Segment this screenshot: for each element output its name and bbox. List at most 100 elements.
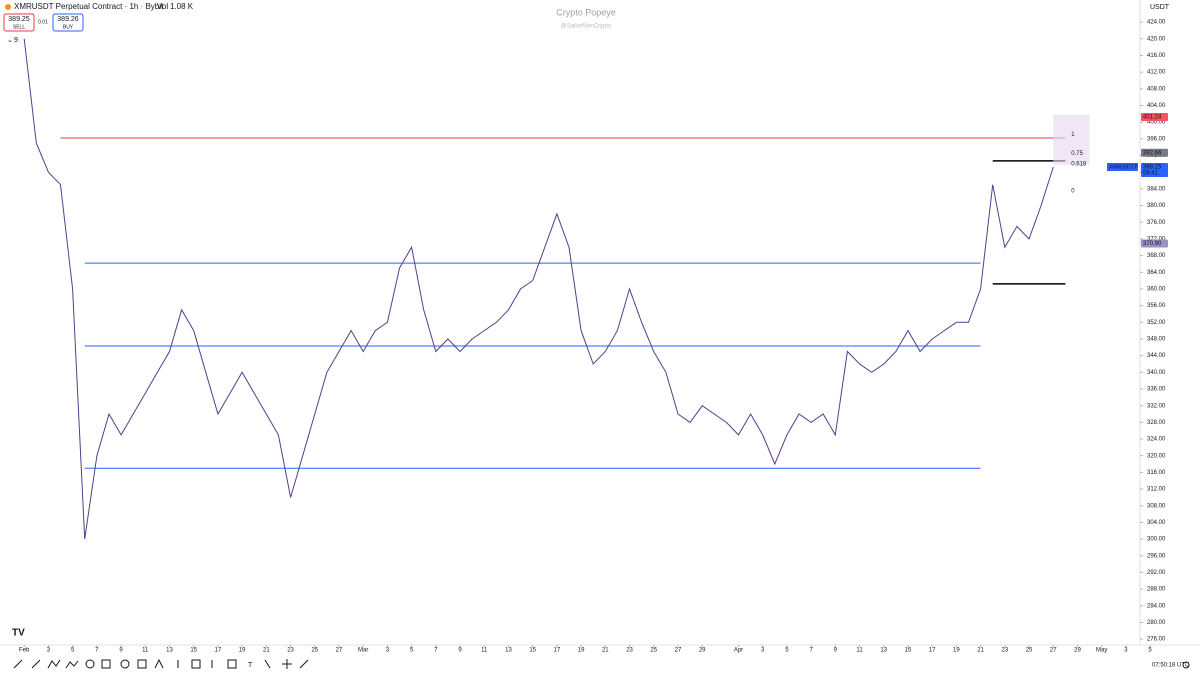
price-tag-label: 370.90	[1143, 241, 1162, 247]
spread: 0.01	[38, 19, 48, 25]
buy-price: 389.26	[57, 16, 79, 23]
price-tag	[1141, 239, 1168, 248]
x-tick-label: 23	[626, 648, 633, 654]
y-tick-label: 348.00	[1147, 337, 1166, 343]
x-tick-label: 17	[554, 648, 561, 654]
y-tick-label: 376.00	[1147, 220, 1166, 226]
sell-label: SELL	[13, 24, 25, 30]
x-tick-label: 19	[239, 648, 246, 654]
sell-button[interactable]	[3, 13, 35, 32]
y-tick-label: 380.00	[1147, 203, 1166, 209]
y-tick-label: 300.00	[1147, 537, 1166, 543]
toolbar	[0, 655, 1200, 675]
price-tag	[1141, 148, 1168, 157]
y-tick-label: 344.00	[1147, 353, 1166, 359]
y-tick-label: 416.00	[1147, 53, 1166, 59]
x-tick-label: 29	[1074, 648, 1081, 654]
x-tick-label: 17	[215, 648, 222, 654]
x-tick-label: 13	[880, 648, 887, 654]
y-tick-label: 404.00	[1147, 103, 1166, 109]
y-tick-label: 372.00	[1147, 236, 1166, 242]
x-tick-label: 7	[434, 648, 438, 654]
x-tick-label: 3	[386, 648, 390, 654]
y-tick-label: 280.00	[1147, 620, 1166, 626]
indicators-toggle[interactable]: ⌄	[7, 37, 13, 44]
x-tick-label: 9	[119, 648, 123, 654]
x-tick-label: 13	[166, 648, 173, 654]
y-tick-label: 360.00	[1147, 287, 1166, 293]
x-tick-label: 19	[953, 648, 960, 654]
x-tick-label: 27	[675, 648, 682, 654]
settings-icon[interactable]	[1182, 661, 1190, 669]
price-line	[23, 38, 1054, 540]
x-tick-label: 5	[410, 648, 414, 654]
symbol-tag-label: XMRUSDT.P	[1109, 164, 1139, 170]
y-tick-label: 352.00	[1147, 320, 1166, 326]
x-tick-label: 25	[311, 648, 318, 654]
x-tick-label: 25	[650, 648, 657, 654]
fib-label: 0.75	[1071, 151, 1083, 157]
x-tick-label: 5	[1148, 648, 1152, 654]
price-tag-label: 392.66	[1143, 150, 1162, 156]
x-tick-label: 27	[336, 648, 343, 654]
y-tick-label: 316.00	[1147, 470, 1166, 476]
y-tick-label: 396.00	[1147, 136, 1166, 142]
x-tick-label: 21	[977, 648, 984, 654]
symbol-tag	[1107, 162, 1138, 171]
x-tick-label: Apr	[734, 648, 743, 654]
buy-button[interactable]	[52, 13, 84, 32]
fib-label: 0.618	[1071, 161, 1087, 167]
price-countdown: 09:41	[1143, 171, 1159, 177]
fib-label: 0	[1071, 189, 1075, 195]
x-tick-label: 17	[929, 648, 936, 654]
price-tag-label: 401.24	[1143, 115, 1162, 121]
x-tick-label: 11	[142, 648, 149, 654]
x-tick-label: 27	[1050, 648, 1057, 654]
x-tick-label: 15	[529, 648, 536, 654]
y-tick-label: 420.00	[1147, 36, 1166, 42]
y-tick-label: 332.00	[1147, 403, 1166, 409]
y-tick-label: 284.00	[1147, 603, 1166, 609]
x-tick-label: 3	[1124, 648, 1128, 654]
y-tick-label: 384.00	[1147, 186, 1166, 192]
y-tick-label: 324.00	[1147, 437, 1166, 443]
x-tick-label: 23	[1001, 648, 1008, 654]
x-tick-label: Feb	[19, 648, 30, 654]
y-tick-label: 276.00	[1147, 637, 1166, 643]
y-tick-label: 292.00	[1147, 570, 1166, 576]
indicators-count[interactable]: 9	[14, 37, 18, 44]
x-tick-label: 3	[761, 648, 765, 654]
x-tick-label: 7	[809, 648, 813, 654]
y-tick-label: 328.00	[1147, 420, 1166, 426]
x-tick-label: 15	[905, 648, 912, 654]
toolbar-icons[interactable]: T	[13, 658, 309, 669]
symbol-title[interactable]: XMRUSDT Perpetual Contract · 1h · Bybit	[14, 2, 164, 11]
x-tick-label: 9	[458, 648, 462, 654]
volume-label: Vol	[157, 2, 168, 11]
x-tick-label: 21	[263, 648, 270, 654]
symbol-icon	[5, 4, 11, 10]
watermark-title: Crypto Popeye	[556, 7, 616, 17]
currency-selector[interactable]: USDT	[1150, 4, 1170, 11]
y-tick-label: 356.00	[1147, 303, 1166, 309]
y-tick-label: 412.00	[1147, 70, 1166, 76]
y-tick-label: 336.00	[1147, 387, 1166, 393]
x-tick-label: 11	[856, 648, 863, 654]
y-tick-label: 308.00	[1147, 503, 1166, 509]
y-tick-label: 400.00	[1147, 120, 1166, 126]
clock: 07:50:18 UTC	[1152, 663, 1190, 669]
x-tick-label: 13	[505, 648, 512, 654]
y-tick-label: 424.00	[1147, 20, 1166, 26]
x-tick-label: 5	[785, 648, 789, 654]
x-tick-label: 23	[287, 648, 294, 654]
y-tick-label: 340.00	[1147, 370, 1166, 376]
x-tick-label: 19	[578, 648, 585, 654]
y-tick-label: 368.00	[1147, 253, 1166, 259]
x-tick-label: 29	[699, 648, 706, 654]
x-tick-label: 7	[95, 648, 99, 654]
x-tick-label: May	[1096, 648, 1107, 654]
watermark-subtitle: @SailorManCrypto	[561, 24, 612, 30]
svg-text:T: T	[248, 662, 253, 669]
x-tick-label: 21	[602, 648, 609, 654]
